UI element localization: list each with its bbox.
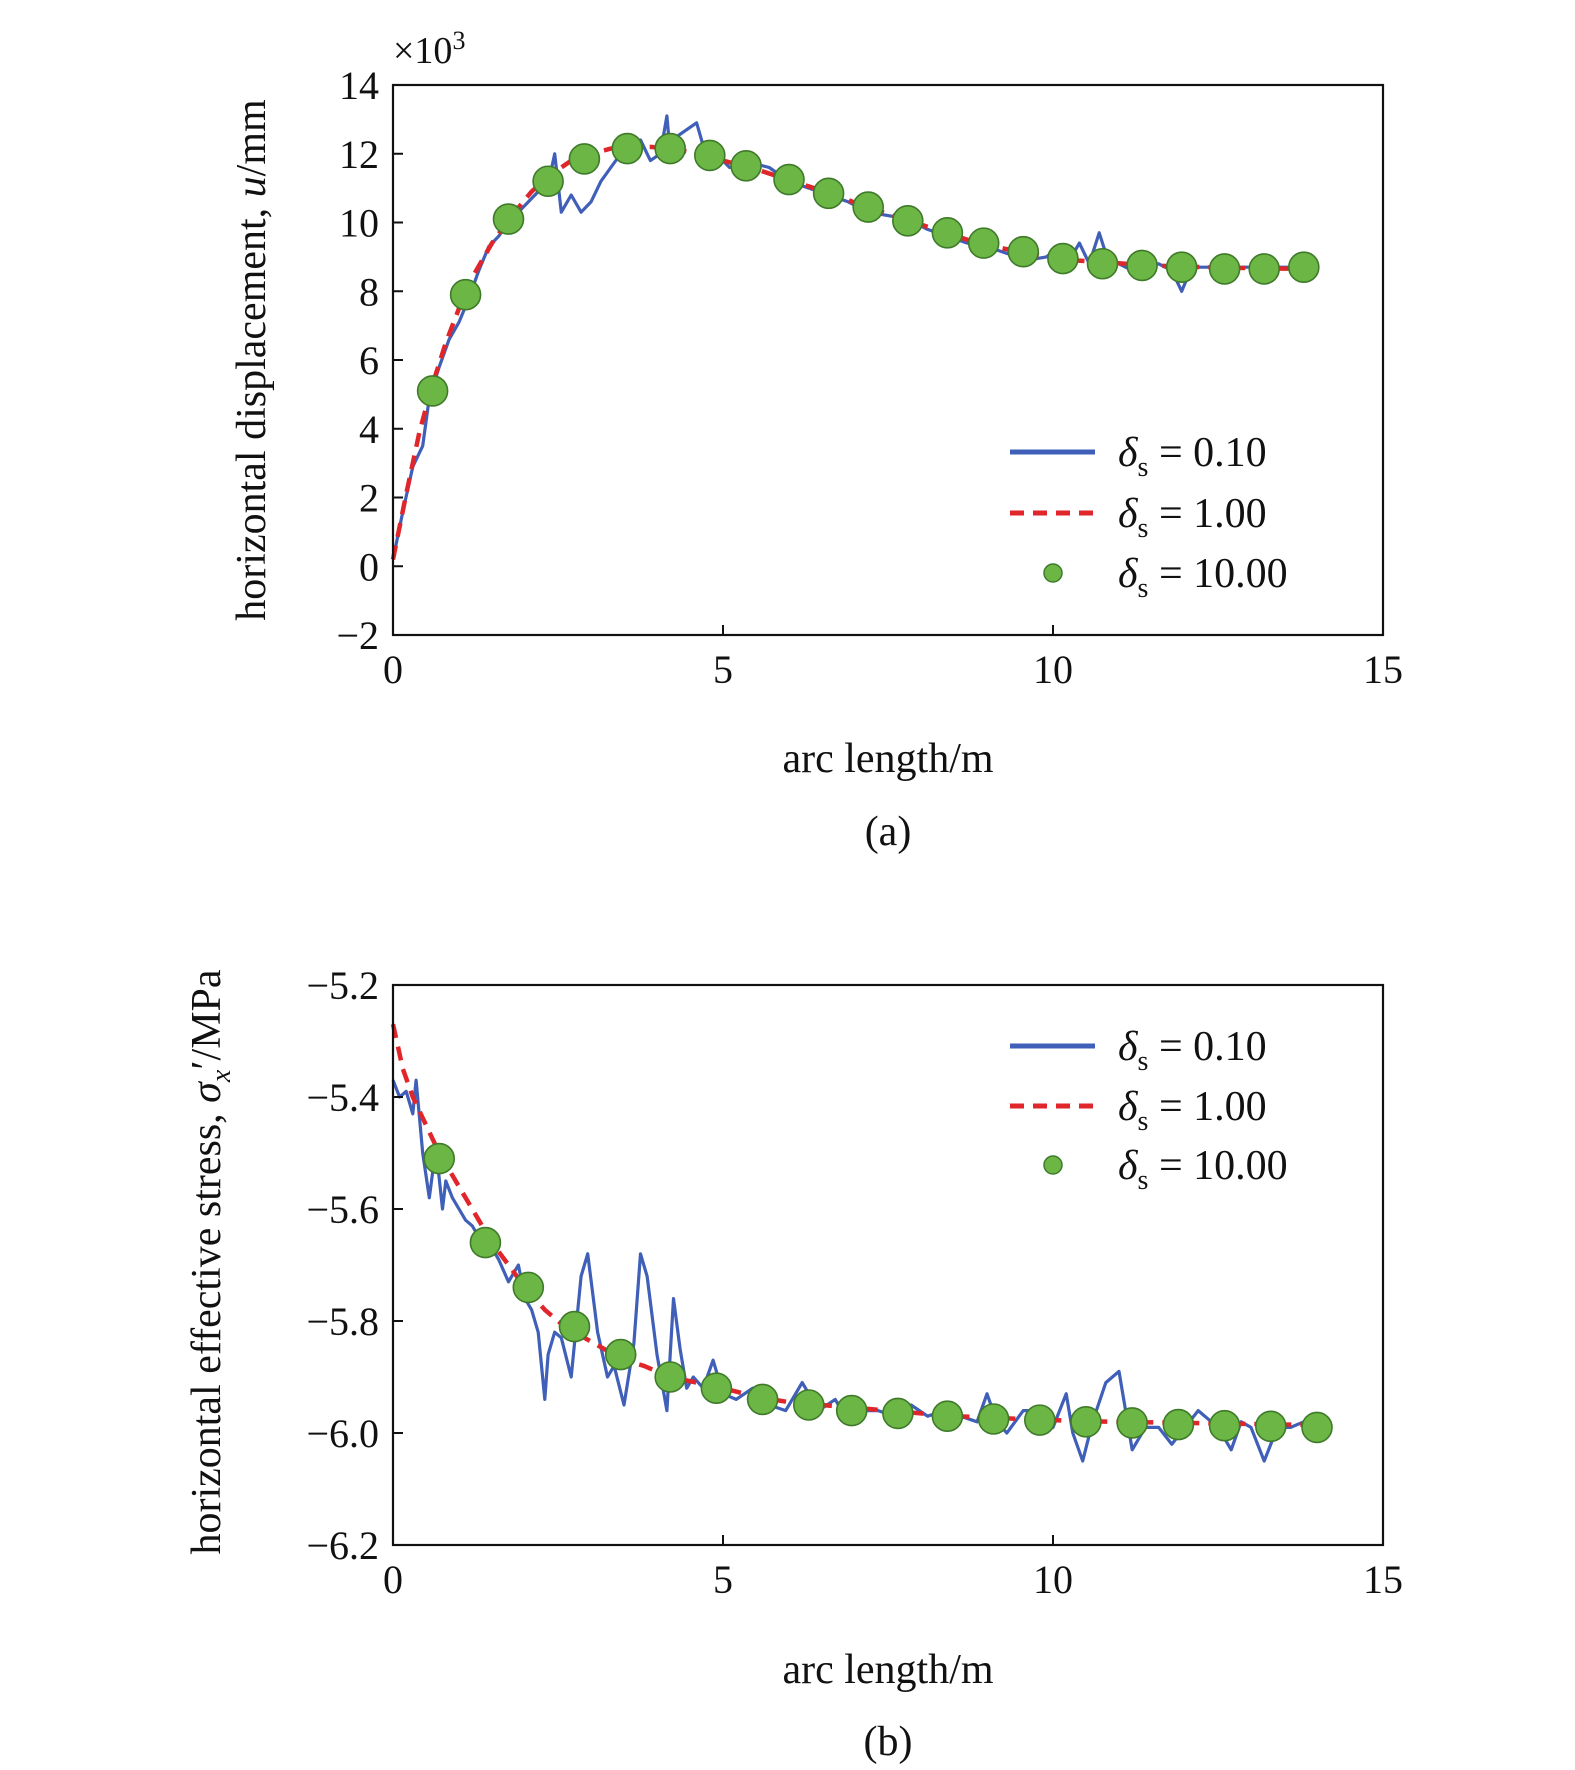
legend-a-label-0: δs = 0.10 bbox=[1118, 430, 1267, 483]
legend-a-marker bbox=[1043, 563, 1063, 583]
marker-b-7 bbox=[746, 1383, 779, 1416]
y-tick-label-b-2: −5.8 bbox=[306, 1299, 379, 1344]
x-tick-label-a-2: 10 bbox=[1033, 647, 1073, 692]
marker-a-17 bbox=[1086, 247, 1119, 280]
legend-a-label-2: δs = 10.00 bbox=[1118, 551, 1288, 604]
y-multiplier-a: ×103 bbox=[393, 26, 465, 72]
marker-a-8 bbox=[730, 149, 762, 182]
caption-b: (b) bbox=[864, 1719, 913, 1765]
marker-b-19 bbox=[1301, 1411, 1333, 1444]
chart-panel-b: 0 5 10 15 −6.2 −6.0 −5.8 −5.6 −5.4 −5.2 arc lengt… bbox=[184, 963, 1403, 1765]
x-axis-label-b: arc length/m bbox=[782, 1647, 993, 1693]
marker-b-0 bbox=[423, 1142, 456, 1175]
x-tick-label-b-0: 0 bbox=[383, 1557, 403, 1602]
x-tick-label-a-3: 15 bbox=[1363, 647, 1403, 692]
y-tick-label-a-5: 8 bbox=[359, 269, 379, 314]
marker-b-2 bbox=[512, 1271, 545, 1304]
marker-a-20 bbox=[1208, 253, 1241, 285]
y-tick-label-a-1: 0 bbox=[359, 544, 379, 589]
y-tick-label-a-4: 6 bbox=[359, 338, 379, 383]
marker-b-17 bbox=[1208, 1409, 1241, 1442]
legend-a-label-1: δs = 1.00 bbox=[1118, 491, 1267, 544]
x-tick-label-a-1: 5 bbox=[713, 647, 733, 692]
legend-a: δs = 0.10 δs = 1.00 δs = 10.00 bbox=[1010, 430, 1288, 604]
marker-a-2 bbox=[492, 203, 525, 235]
marker-a-13 bbox=[931, 217, 964, 249]
y-tick-label-b-3: −5.6 bbox=[306, 1187, 379, 1232]
y-axis-label-b: horizontal effective stress, σx′/MPa bbox=[184, 969, 237, 1554]
legend-b: δs = 0.10 δs = 1.00 δs = 10.00 bbox=[1010, 1024, 1288, 1196]
marker-b-9 bbox=[835, 1394, 868, 1427]
legend-b-marker bbox=[1043, 1155, 1063, 1175]
marker-a-0 bbox=[416, 375, 449, 407]
marker-a-10 bbox=[812, 177, 845, 210]
marker-a-18 bbox=[1126, 249, 1158, 282]
plot-frame-b bbox=[391, 983, 1385, 1547]
marker-a-9 bbox=[773, 163, 805, 196]
legend-b-label-2: δs = 10.00 bbox=[1118, 1143, 1288, 1196]
marker-b-18 bbox=[1255, 1410, 1287, 1443]
y-axis-label-a: horizontal displacement, u/mm bbox=[229, 99, 275, 621]
legend-b-label-0: δs = 0.10 bbox=[1118, 1024, 1267, 1077]
legend-b-label-1: δs = 1.00 bbox=[1118, 1084, 1267, 1137]
y-tick-label-a-3: 4 bbox=[359, 407, 379, 452]
y-tick-label-a-2: 2 bbox=[359, 476, 379, 521]
x-axis-label-a: arc length/m bbox=[782, 736, 993, 782]
y-tick-label-a-6: 10 bbox=[339, 201, 379, 246]
marker-b-14 bbox=[1070, 1406, 1102, 1438]
marker-b-12 bbox=[977, 1403, 1010, 1435]
marker-a-22 bbox=[1288, 251, 1320, 283]
marker-a-4 bbox=[568, 143, 601, 175]
marker-a-14 bbox=[967, 227, 1000, 259]
marker-b-8 bbox=[792, 1389, 825, 1421]
marker-a-5 bbox=[611, 132, 644, 165]
marker-a-6 bbox=[654, 132, 687, 165]
marker-b-13 bbox=[1024, 1404, 1056, 1436]
marker-a-21 bbox=[1248, 253, 1280, 285]
marker-b-4 bbox=[604, 1338, 637, 1371]
marker-b-6 bbox=[700, 1372, 733, 1404]
y-tick-label-a-7: 12 bbox=[339, 132, 379, 177]
marker-a-12 bbox=[891, 204, 924, 237]
x-tick-label-b-1: 5 bbox=[713, 1557, 733, 1602]
marker-a-3 bbox=[532, 165, 564, 198]
y-tick-label-b-4: −5.4 bbox=[306, 1075, 379, 1120]
x-tick-label-b-3: 15 bbox=[1363, 1557, 1403, 1602]
marker-b-11 bbox=[931, 1400, 964, 1432]
marker-b-1 bbox=[469, 1226, 502, 1259]
marker-b-3 bbox=[558, 1310, 591, 1343]
axis-ticks-b: 0 5 10 15 −6.2 −6.0 −5.8 −5.6 −5.4 −5.2 bbox=[306, 963, 1403, 1602]
y-tick-label-b-0: −6.2 bbox=[306, 1523, 379, 1568]
y-tick-label-b-5: −5.2 bbox=[306, 963, 379, 1008]
marker-b-16 bbox=[1162, 1408, 1195, 1441]
marker-a-1 bbox=[449, 278, 482, 311]
y-tick-label-b-1: −6.0 bbox=[306, 1411, 379, 1456]
plot-area-b bbox=[390, 1023, 1333, 1463]
marker-a-19 bbox=[1165, 251, 1198, 283]
marker-a-16 bbox=[1047, 242, 1079, 275]
x-tick-label-b-2: 10 bbox=[1033, 1557, 1073, 1602]
marker-b-15 bbox=[1116, 1407, 1148, 1439]
plot-area-a bbox=[390, 114, 1320, 560]
caption-a: (a) bbox=[865, 809, 912, 855]
x-tick-label-a-0: 0 bbox=[383, 647, 403, 692]
y-tick-label-a-8: 14 bbox=[339, 63, 379, 108]
marker-a-15 bbox=[1007, 235, 1040, 268]
marker-a-7 bbox=[693, 139, 726, 172]
y-tick-label-a-0: −2 bbox=[336, 613, 379, 658]
marker-a-11 bbox=[852, 191, 885, 223]
marker-b-5 bbox=[654, 1361, 687, 1393]
marker-b-10 bbox=[882, 1397, 914, 1430]
